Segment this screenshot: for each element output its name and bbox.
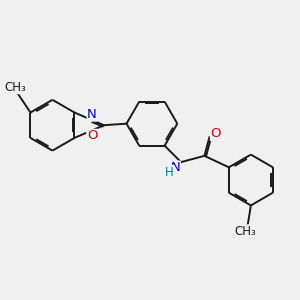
Text: CH₃: CH₃ bbox=[5, 81, 26, 94]
Text: CH₃: CH₃ bbox=[234, 225, 256, 238]
Text: H: H bbox=[165, 166, 174, 178]
Text: N: N bbox=[171, 161, 180, 174]
Text: N: N bbox=[87, 108, 97, 121]
Text: O: O bbox=[211, 128, 221, 140]
Text: O: O bbox=[87, 129, 98, 142]
